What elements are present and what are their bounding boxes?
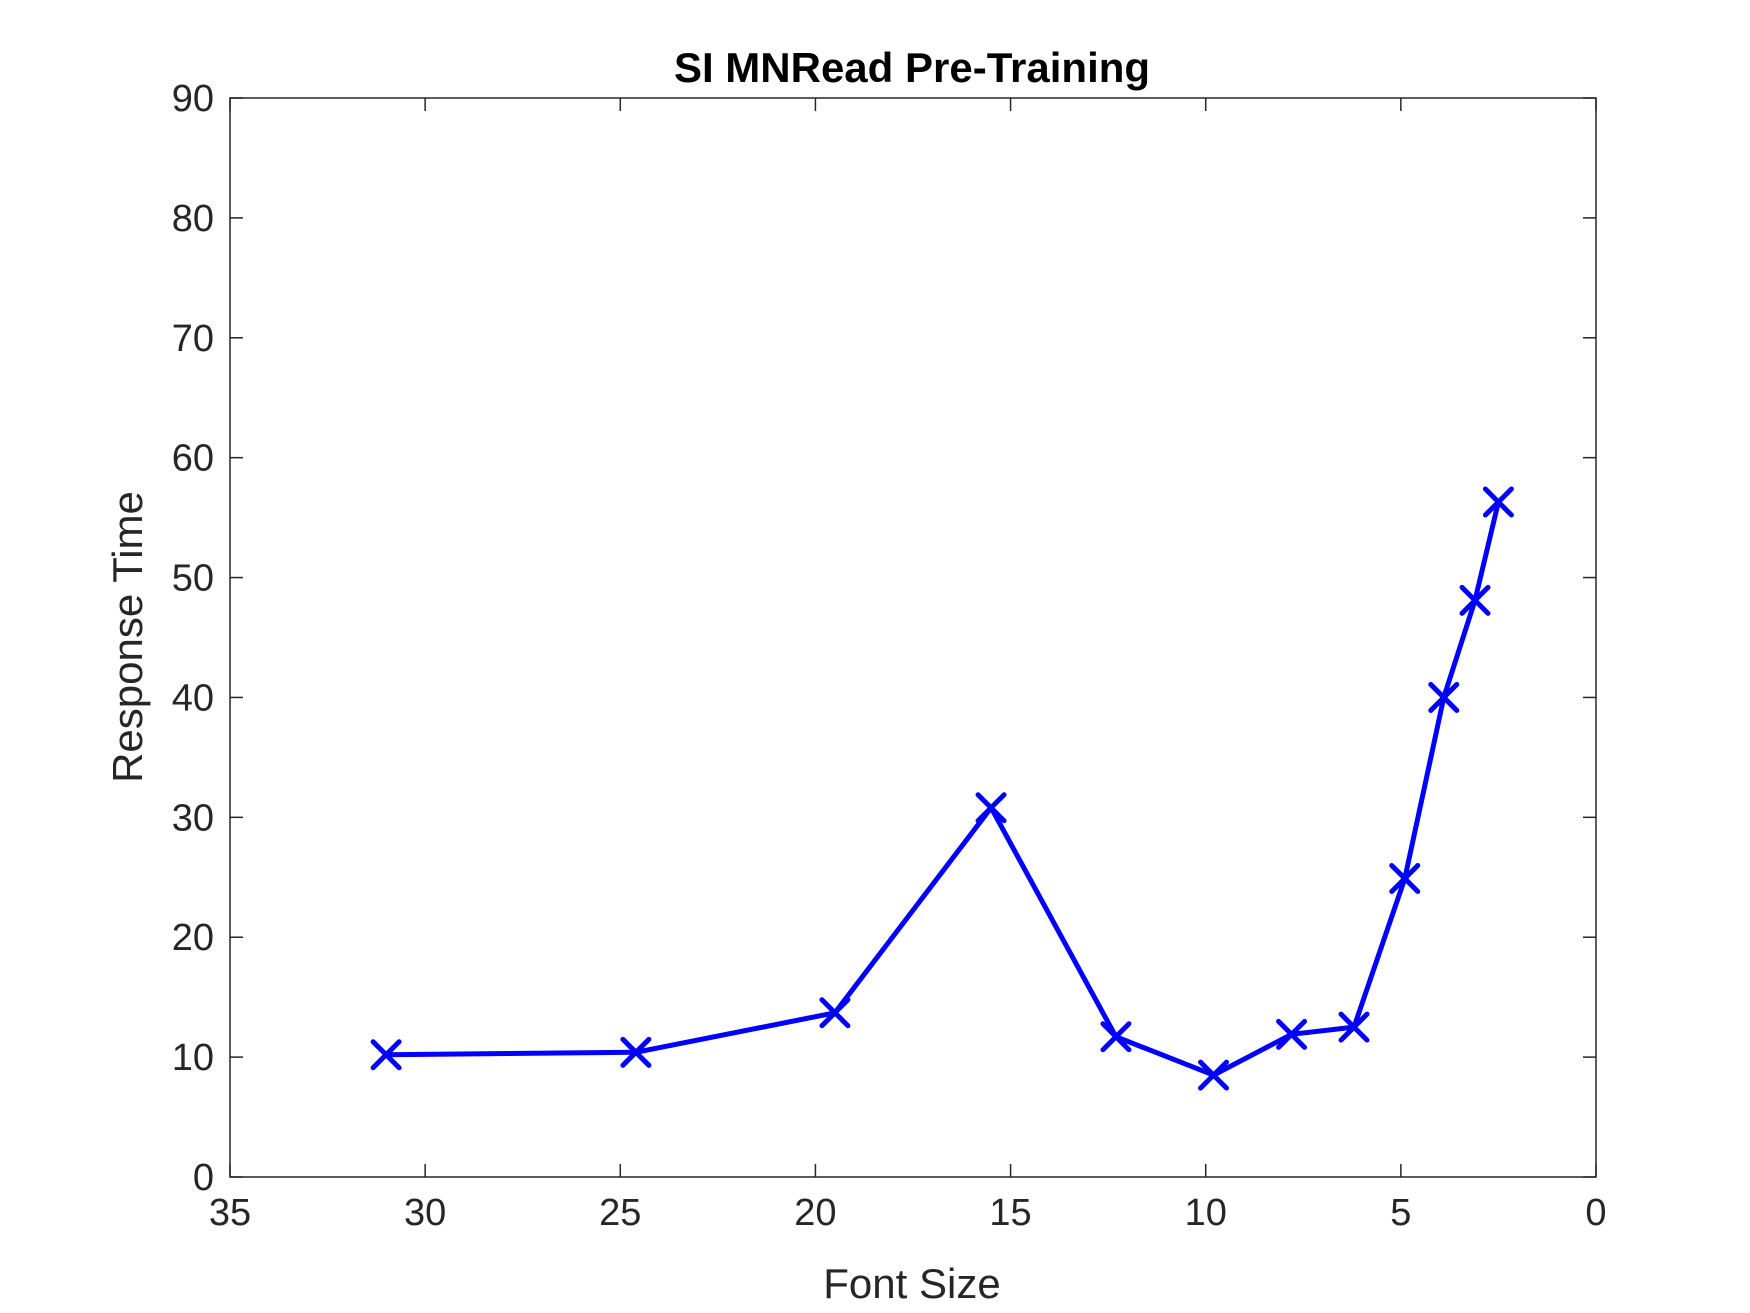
x-tick-label: 15: [989, 1192, 1031, 1234]
series-line: [383, 499, 1501, 1078]
y-tick-label: 30: [172, 797, 214, 839]
y-tick-label: 90: [172, 78, 214, 120]
y-axis-label: Response Time: [104, 491, 151, 783]
data-point-x-marker: [819, 997, 851, 1029]
data-point-x-marker: [1482, 486, 1514, 518]
x-axis-label: Font Size: [823, 1260, 1000, 1307]
plot-area-box: [229, 97, 1597, 1178]
data-point-x-marker: [370, 1039, 402, 1071]
data-point-x-marker: [1389, 862, 1421, 894]
y-tick-label: 80: [172, 198, 214, 240]
data-point-x-marker: [620, 1036, 652, 1068]
x-tick-label: 30: [404, 1192, 446, 1234]
chart-title: SI MNRead Pre-Training: [674, 44, 1150, 91]
data-point-x-marker: [1276, 1018, 1308, 1050]
x-tick-label: 0: [1585, 1192, 1606, 1234]
y-tick-label: 10: [172, 1037, 214, 1079]
data-point-x-marker: [1100, 1021, 1132, 1053]
y-tick-label: 40: [172, 677, 214, 719]
x-tick-label: 10: [1185, 1192, 1227, 1234]
data-point-x-marker: [1198, 1059, 1230, 1091]
y-tick-label: 50: [172, 558, 214, 600]
data-point-x-marker: [1338, 1011, 1370, 1043]
y-tick-label: 60: [172, 438, 214, 480]
x-tick-label: 25: [599, 1192, 641, 1234]
data-point-x-marker: [1459, 584, 1491, 616]
y-tick-label: 0: [193, 1157, 214, 1199]
y-tick-label: 20: [172, 917, 214, 959]
x-tick-label: 5: [1390, 1192, 1411, 1234]
x-tick-label: 35: [209, 1192, 251, 1234]
series-layer: [370, 486, 1514, 1091]
x-tick-label: 20: [794, 1192, 836, 1234]
data-point-x-marker: [975, 792, 1007, 824]
y-tick-label: 70: [172, 318, 214, 360]
data-point-x-marker: [1428, 681, 1460, 713]
